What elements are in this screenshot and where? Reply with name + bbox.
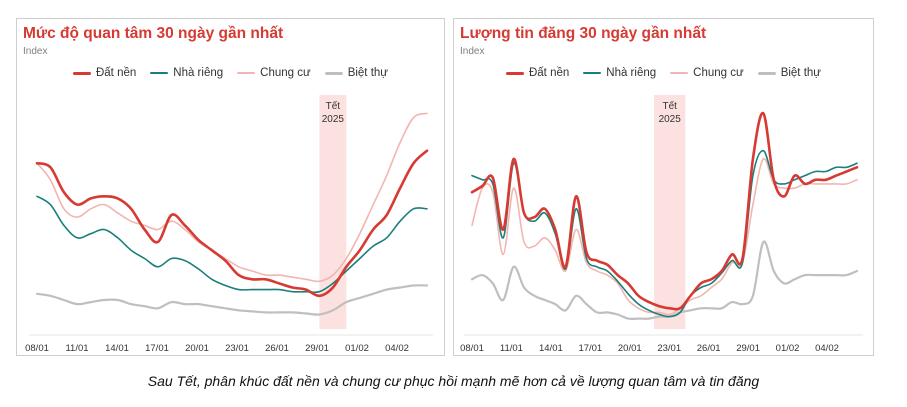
series-line-nha-rieng	[36, 195, 428, 294]
legend-label: Nhà riêng	[606, 67, 657, 79]
legend-swatch	[505, 71, 524, 75]
tet-label: 2025	[659, 114, 682, 125]
x-tick-label: 01/02	[776, 343, 800, 354]
chart-subtitle: Index	[23, 46, 48, 57]
legend: Đất nền Nhà riêng Chung cư Biệt thự	[454, 67, 873, 79]
figure-caption: Sau Tết, phân khúc đất nền và chung cư p…	[147, 373, 760, 389]
x-tick-label: 17/01	[578, 343, 602, 354]
line-chart-listings: Tết 2025 08/01 11/01 14/01 17/01 20/01 23/01 26/…	[460, 95, 863, 354]
x-tick-label: 20/01	[618, 343, 642, 354]
legend-item-nha-rieng: Nhà riêng	[583, 67, 656, 79]
x-tick-label: 01/02	[345, 343, 369, 354]
legend-swatch	[757, 71, 776, 75]
legend-swatch	[324, 71, 343, 75]
legend-item-biet-thu: Biệt thự	[324, 67, 388, 79]
series-line-dat-nen	[470, 112, 859, 311]
tet-label: Tết	[326, 100, 341, 112]
x-tick-label: 29/01	[305, 343, 329, 354]
panel-listings: Lượng tin đăng 30 ngày gần nhất Index Đấ…	[453, 18, 874, 356]
x-tick-label: 23/01	[225, 343, 249, 354]
x-tick-label: 14/01	[105, 343, 129, 354]
legend-swatch	[150, 72, 169, 74]
legend: Đất nền Nhà riêng Chung cư Biệt thự	[17, 67, 444, 79]
chart-title: Mức độ quan tâm 30 ngày gần nhất	[23, 25, 284, 42]
series-line-biet-thu	[35, 284, 429, 316]
x-tick-label: 26/01	[697, 343, 721, 354]
tet-label: 2025	[322, 114, 345, 125]
panel-interest: Mức độ quan tâm 30 ngày gần nhất Index Đ…	[16, 18, 445, 356]
x-tick-label: 11/01	[500, 343, 523, 354]
x-tick-label: 11/01	[65, 343, 88, 354]
legend-label: Nhà riêng	[173, 67, 224, 79]
x-tick-label: 23/01	[657, 343, 681, 354]
line-chart-interest: Tết 2025 08/01 11/01 14/01 17/01 20/01 23/01 26/…	[25, 95, 433, 354]
legend-label: Đất nền	[95, 67, 137, 79]
tet-label: Tết	[662, 100, 677, 112]
legend-item-chung-cu: Chung cư	[237, 67, 311, 79]
legend-label: Chung cư	[693, 67, 744, 79]
series-line-chung-cu	[471, 158, 858, 316]
x-tick-label: 14/01	[539, 343, 563, 354]
legend-label: Chung cư	[260, 67, 311, 79]
legend-label: Biệt thự	[347, 67, 388, 79]
x-tick-label: 04/02	[815, 343, 839, 354]
legend-swatch	[583, 72, 602, 74]
legend-swatch	[237, 72, 256, 74]
x-tick-label: 26/01	[265, 343, 289, 354]
series-line-dat-nen	[35, 149, 429, 298]
x-tick-label: 08/01	[25, 343, 49, 354]
x-tick-label: 20/01	[185, 343, 209, 354]
legend-label: Đất nền	[528, 67, 570, 79]
chart-subtitle: Index	[460, 46, 485, 57]
legend-item-nha-rieng: Nhà riêng	[150, 67, 223, 79]
legend-label: Biệt thự	[780, 67, 821, 79]
legend-item-chung-cu: Chung cư	[670, 67, 744, 79]
x-tick-label: 17/01	[145, 343, 169, 354]
legend-swatch	[72, 71, 91, 75]
x-tick-label: 29/01	[736, 343, 760, 354]
x-tick-label: 04/02	[385, 343, 409, 354]
x-tick-label: 08/01	[460, 343, 484, 354]
legend-item-dat-nen: Đất nền	[72, 67, 137, 79]
chart-title: Lượng tin đăng 30 ngày gần nhất	[460, 25, 707, 42]
legend-swatch	[670, 72, 689, 74]
tet-holiday-band	[654, 95, 686, 329]
series-line-chung-cu	[36, 112, 428, 283]
legend-item-dat-nen: Đất nền	[505, 67, 570, 79]
legend-item-biet-thu: Biệt thự	[757, 67, 821, 79]
